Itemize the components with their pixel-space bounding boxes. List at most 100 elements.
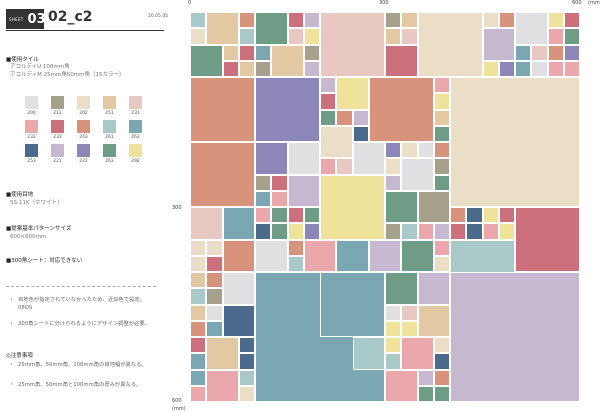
tile [401, 320, 418, 337]
tile [303, 223, 320, 240]
note-1: 目地色が指定されていなかったため、近似色で設定。08OS [9, 296, 158, 312]
tile [531, 60, 548, 77]
swatch-code: 253 [27, 159, 36, 164]
swatch-chip [51, 144, 64, 157]
tile [433, 385, 450, 402]
tile [287, 239, 304, 256]
tile [401, 304, 418, 321]
tile [417, 12, 483, 77]
tile [352, 125, 369, 142]
tile [320, 12, 385, 77]
tile [222, 239, 255, 272]
tile [190, 77, 255, 142]
swatch-261: 261 [100, 120, 119, 140]
tile [531, 44, 548, 61]
tile-pattern [190, 12, 580, 402]
tile [190, 142, 255, 207]
caution-1: 25mm角、50mm角、100mm角の目地幅が異なる。 [9, 361, 158, 369]
dashed-divider [6, 286, 156, 287]
tiles-title: ■使用タイル [6, 57, 39, 63]
tile [385, 12, 402, 29]
tile [547, 44, 564, 61]
tile [320, 272, 385, 337]
tile [206, 239, 223, 256]
sheet-tag: SHEET 03 [6, 9, 46, 29]
swatch-code: 232 [27, 135, 36, 140]
swatch-code: 261 [105, 135, 114, 140]
tile [368, 239, 402, 272]
tile [515, 12, 548, 45]
tile [433, 158, 450, 175]
axis-x-600: 600 [572, 0, 582, 6]
swatch-code: 202 [79, 111, 88, 116]
tile [498, 223, 515, 240]
tile [385, 44, 418, 77]
tile [271, 190, 288, 207]
swatch-code: 263 [105, 159, 114, 164]
swatch-chip [129, 96, 142, 109]
joint-title: ■使用目地 [6, 192, 34, 198]
swatch-code: 221 [53, 159, 62, 164]
swatch-code: 222 [79, 159, 88, 164]
swatch-222: 222 [74, 144, 93, 164]
tile [190, 288, 207, 305]
tile [547, 12, 564, 29]
tile [303, 12, 320, 29]
swatch-code: 262 [131, 135, 140, 140]
tiles-line-1: アコルディU 100mm角 [10, 64, 70, 70]
axis-y-300: 300 [172, 205, 182, 211]
tile [190, 255, 207, 272]
tile [255, 223, 272, 240]
tile [482, 12, 499, 29]
date: 20.05.05 [148, 14, 169, 19]
swatch-code: 212 [53, 111, 62, 116]
tile [401, 239, 434, 272]
tile [450, 207, 467, 224]
tile [466, 207, 483, 224]
tile [190, 337, 207, 354]
tile [417, 142, 434, 159]
tile [206, 320, 223, 337]
caution-title: ◎注意事項 [6, 353, 33, 359]
tile [385, 353, 402, 370]
tile [417, 272, 450, 305]
tile [401, 142, 418, 159]
tile [336, 158, 353, 175]
tile [320, 125, 353, 159]
tile [287, 12, 304, 29]
tile [190, 320, 207, 337]
tile [222, 44, 239, 61]
tile [255, 190, 272, 207]
tile [466, 223, 483, 240]
swatch-263: 263 [100, 144, 119, 164]
tile [206, 369, 239, 402]
tile [190, 44, 223, 77]
tile [336, 239, 369, 272]
swatch-231: 231 [126, 96, 145, 116]
caution-2: 25mm角、50mm角と100mm角の厚みが異なる。 [9, 381, 158, 389]
tile [206, 12, 239, 45]
tile [287, 223, 304, 240]
swatch-code: 292 [131, 159, 140, 164]
tile [190, 369, 207, 386]
tile [385, 320, 402, 337]
tile [255, 239, 288, 272]
swatch-chip [25, 144, 38, 157]
tile [385, 28, 402, 45]
tile [303, 60, 320, 77]
tile [433, 239, 450, 256]
tile [271, 44, 304, 77]
tile [385, 304, 402, 321]
swatch-233: 233 [48, 120, 67, 140]
swatch-292: 292 [126, 144, 145, 164]
tile [320, 109, 337, 126]
tile [450, 223, 467, 240]
tile [222, 207, 255, 240]
tile [206, 337, 239, 370]
tile [255, 60, 272, 77]
swatch-232: 232 [22, 120, 41, 140]
axis-unit-left: (mm) [172, 406, 186, 412]
tile [498, 60, 515, 77]
tile [450, 272, 580, 402]
tile [433, 125, 450, 142]
